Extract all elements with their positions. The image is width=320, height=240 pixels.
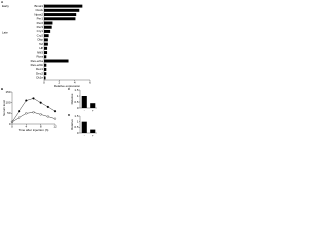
y-tick-label: Cry2 [37,33,44,37]
point [25,99,28,102]
x-tick-label: + [92,108,94,112]
x-tick-label: + [92,133,94,137]
x-tick-label: 6 [89,80,91,84]
y-tick-label: Rev-erbb [31,63,44,67]
y-tick-label: Rev-erba [31,59,44,63]
group-label: Early [2,4,9,8]
bar [81,121,87,133]
y-tick-label: 1.5 [74,114,79,118]
panel-label: D [68,113,71,117]
point [10,120,14,123]
bar [44,42,48,46]
panel-label: C [68,87,71,91]
bar [44,55,47,59]
x-tick-label: 8 [40,124,42,128]
point [18,116,21,119]
bar [44,17,76,21]
y-tick-label: 1.5 [74,88,79,92]
bar [44,67,47,71]
bar [44,8,80,12]
bar [90,129,96,133]
point [32,111,35,114]
point [32,97,35,100]
figure: AEarlyLateBmal1ClockNpas2Per1Per2Per3Cry… [1,0,97,137]
point [46,115,49,118]
y-tick-label: Per1 [37,17,44,21]
y-tick-label: Per3 [37,25,44,29]
x-tick-label: 4 [25,124,27,128]
y-tick-label: Bmal1 [34,4,43,8]
y-tick-label: Cry1 [37,29,44,33]
y-axis-title: Relative [70,119,74,130]
y-tick-label: 0.5 [74,125,79,129]
y-axis-title: Relative [70,93,74,104]
y-tick-label: Per2 [37,21,44,25]
point [25,112,28,115]
y-tick-label: Dec1 [36,67,43,71]
x-tick-label: 12 [53,124,57,128]
x-tick-label: 4 [74,80,76,84]
bar [44,29,51,33]
point [18,110,21,113]
x-axis-title: Relative expression [54,84,81,88]
y-tick-label: 50 [7,111,11,115]
bar [44,13,77,17]
x-tick-label: - [84,133,85,137]
bar [44,51,48,55]
y-tick-label: Ck1e [36,76,43,80]
point [39,113,42,116]
y-tick-label: Nfil3 [37,50,43,54]
y-axis-title: Serum level [2,100,6,116]
bar [44,4,83,8]
y-tick-label: Rora [36,55,43,59]
x-tick-label: 0 [43,80,45,84]
point [53,117,57,120]
y-tick-label: 1 [77,94,79,98]
y-tick-label: Npas2 [34,12,43,16]
y-tick-label: Hlf [39,46,43,50]
y-tick-label: 0 [9,122,11,126]
group-label: Late [2,30,8,34]
x-tick-label: 2 [58,80,60,84]
y-tick-label: Clock [35,8,43,12]
y-tick-label: 1 [77,119,79,123]
point [46,105,49,108]
x-tick-label: 0 [11,124,13,128]
x-axis-title: Time after injection (h) [19,128,49,132]
y-tick-label: Tef [39,42,43,46]
bar [44,25,52,29]
x-tick-label: - [84,108,85,112]
bar [44,59,69,63]
y-tick-label: Dbp [37,38,43,42]
bar [44,21,53,25]
bar [81,96,87,108]
point [53,110,57,113]
y-tick-label: 0.5 [74,100,79,104]
bar [44,76,46,80]
bar [44,38,48,42]
y-tick-label: 150 [5,90,10,94]
y-tick-label: 100 [5,100,10,104]
y-tick-label: Dec2 [36,71,43,75]
bar [90,103,96,108]
bar [44,34,49,38]
y-tick-label: 0 [77,131,79,135]
y-tick-label: 0 [77,106,79,110]
panel-label: A [1,0,4,4]
panel-label: B [1,87,4,91]
bar [44,72,47,76]
bar [44,46,48,50]
bar [44,63,47,67]
point [39,101,42,104]
